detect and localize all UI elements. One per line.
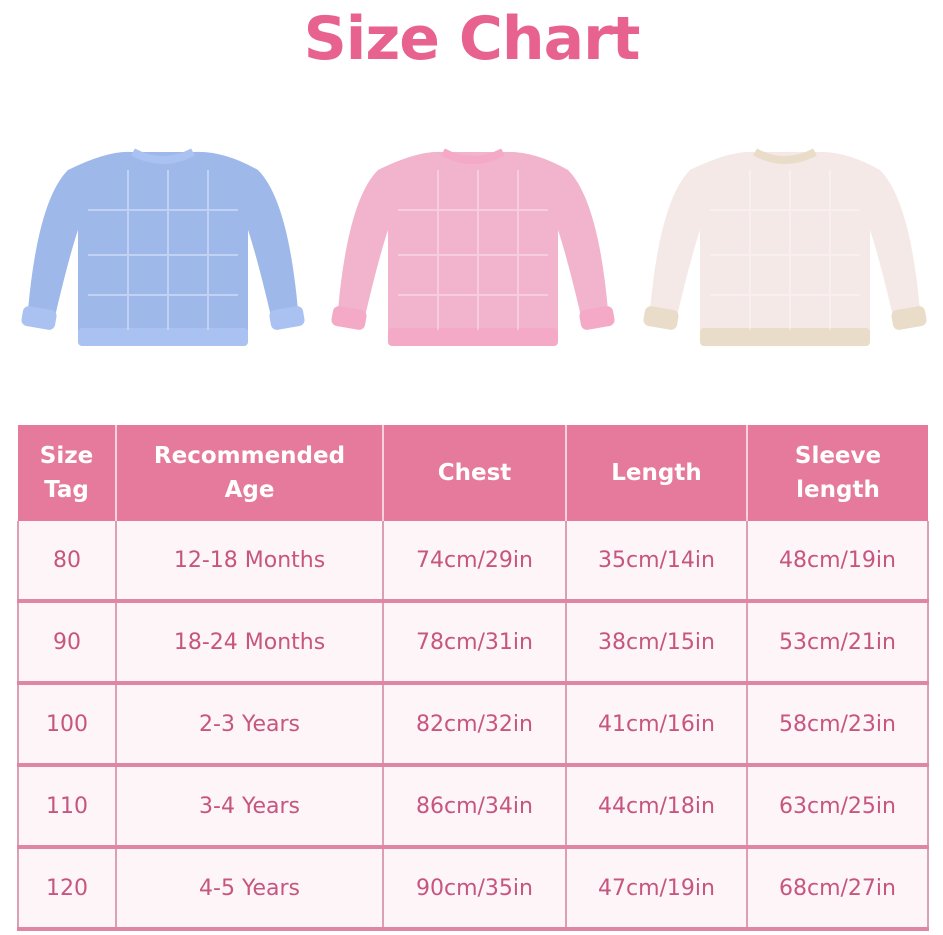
- column-header: Size Tag: [18, 425, 117, 521]
- table-cell: 41cm/16in: [566, 683, 748, 767]
- table-cell: 38cm/15in: [566, 601, 748, 685]
- table-cell: 120: [17, 847, 117, 931]
- page-title: Size Chart: [303, 4, 641, 74]
- table-row: 90 18-24 Months 78cm/31in 38cm/15in 53cm/21i…: [17, 601, 929, 685]
- table-cell: 48cm/19in: [747, 521, 929, 603]
- table-header-row: Size Tag Recommended Age Chest Length Sleeve…: [18, 425, 928, 521]
- table-cell: 2-3 Years: [116, 683, 384, 767]
- table-row: 110 3-4 Years 86cm/34in 44cm/18in 63cm/25in: [17, 765, 929, 849]
- sweater-blue-image: [21, 148, 305, 346]
- table-cell: 78cm/31in: [383, 601, 567, 685]
- table-cell: 80: [17, 521, 117, 603]
- column-header: Recommended Age: [116, 425, 384, 521]
- table-cell: 86cm/34in: [383, 765, 567, 849]
- table-row: 100 2-3 Years 82cm/32in 41cm/16in 58cm/23in: [17, 683, 929, 767]
- table-row: 120 4-5 Years 90cm/35in 47cm/19in 68cm/27in: [17, 847, 929, 931]
- sweater-pink-image: [331, 148, 615, 346]
- table-cell: 90cm/35in: [383, 847, 567, 931]
- table-cell: 47cm/19in: [566, 847, 748, 931]
- table-cell: 68cm/27in: [747, 847, 929, 931]
- table-cell: 90: [17, 601, 117, 685]
- table-row: 80 12-18 Months 74cm/29in 35cm/14in 48cm/19i…: [17, 521, 929, 603]
- table-cell: 74cm/29in: [383, 521, 567, 603]
- table-cell: 100: [17, 683, 117, 767]
- table-cell: 82cm/32in: [383, 683, 567, 767]
- table-cell: 18-24 Months: [116, 601, 384, 685]
- sweater-cream-image: [643, 148, 927, 346]
- column-header: Sleeve length: [747, 425, 928, 521]
- table-cell: 35cm/14in: [566, 521, 748, 603]
- table-cell: 58cm/23in: [747, 683, 929, 767]
- size-table: Size Tag Recommended Age Chest Length Sleeve…: [17, 425, 929, 931]
- sweater-images: [21, 148, 927, 346]
- table-cell: 44cm/18in: [566, 765, 748, 849]
- table-cell: 4-5 Years: [116, 847, 384, 931]
- column-header: Chest: [383, 425, 567, 521]
- table-cell: 12-18 Months: [116, 521, 384, 603]
- table-cell: 3-4 Years: [116, 765, 384, 849]
- table-cell: 53cm/21in: [747, 601, 929, 685]
- table-cell: 63cm/25in: [747, 765, 929, 849]
- table-cell: 110: [17, 765, 117, 849]
- column-header: Length: [566, 425, 748, 521]
